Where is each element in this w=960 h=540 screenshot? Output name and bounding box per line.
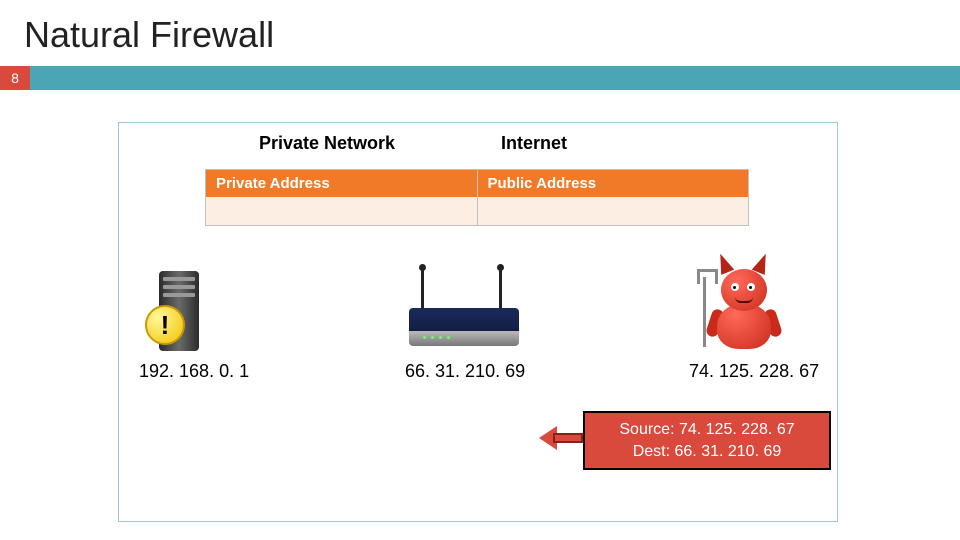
slide-title: Natural Firewall: [0, 0, 960, 66]
packet-source-line: Source: 74. 125. 228. 67: [589, 419, 825, 441]
router-antenna: [499, 267, 502, 313]
warning-icon: !: [145, 305, 185, 345]
nat-cell-public: [478, 197, 749, 225]
packet-info-box: Source: 74. 125. 228. 67 Dest: 66. 31. 2…: [583, 411, 831, 470]
nat-table: Private Address Public Address: [205, 169, 749, 226]
private-network-heading: Private Network: [259, 133, 395, 154]
router-icon: [399, 273, 529, 353]
diagram-frame: Private Network Internet Private Address…: [118, 122, 838, 522]
slide-accent-bar: 8: [0, 66, 960, 90]
router-public-ip: 66. 31. 210. 69: [405, 361, 525, 382]
remote-host-ip: 74. 125. 228. 67: [689, 361, 819, 382]
warning-exclamation: !: [161, 310, 170, 341]
nat-col-private: Private Address: [206, 170, 478, 197]
packet-arrow-icon: [539, 429, 583, 447]
local-host-ip: 192. 168. 0. 1: [139, 361, 249, 382]
nat-col-public: Public Address: [478, 170, 749, 197]
nat-table-body-row: [206, 197, 748, 225]
slide-number-badge: 8: [0, 66, 30, 90]
nat-cell-private: [206, 197, 478, 225]
attacker-icon: [699, 259, 789, 355]
internet-heading: Internet: [501, 133, 567, 154]
nat-table-header-row: Private Address Public Address: [206, 170, 748, 197]
server-icon: !: [149, 263, 203, 353]
packet-dest-line: Dest: 66. 31. 210. 69: [589, 441, 825, 463]
router-antenna: [421, 267, 424, 313]
trident-icon: [703, 277, 706, 347]
